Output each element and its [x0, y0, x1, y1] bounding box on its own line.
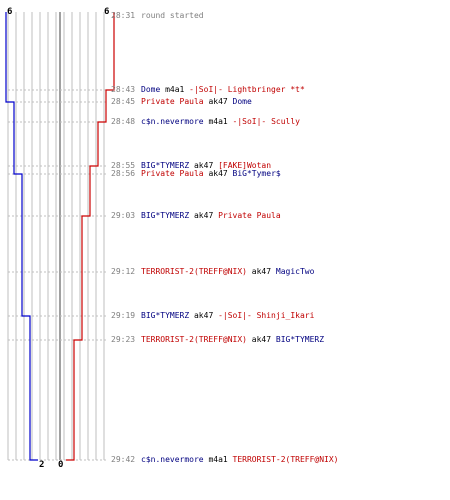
event-killer: Private Paula: [141, 97, 204, 106]
event-weapon: ak47: [189, 161, 219, 170]
event-victim: BIG*TYMERZ: [275, 335, 325, 344]
event-killer: Private Paula: [141, 169, 204, 178]
event-time: 28:56: [111, 169, 136, 178]
event-killer: BIG*TYMERZ: [141, 311, 190, 320]
event-killer: Dome: [141, 85, 161, 94]
event-victim: BiG*Tymer$: [232, 169, 281, 178]
event-victim: TERRORIST-2(TREFF@NIX): [232, 455, 339, 464]
event-row: round started: [141, 11, 204, 20]
event-time: 29:23: [111, 335, 136, 344]
event-row: c$n.nevermore m4a1 TERRORIST-2(TREFF@NIX…: [141, 455, 339, 464]
event-row: TERRORIST-2(TREFF@NIX) ak47 MagicTwo: [141, 267, 314, 276]
red-end-score: 0: [58, 460, 64, 470]
event-time: 28:48: [111, 117, 136, 126]
event-victim: -|SoI|- Scully: [232, 117, 300, 126]
event-killer: BIG*TYMERZ: [141, 211, 190, 220]
blue-end-score: 2: [39, 460, 45, 470]
red-start-score: 6: [104, 7, 110, 17]
event-row: BIG*TYMERZ ak47 -|SoI|- Shinji_Ikari: [141, 311, 314, 320]
event-time: 28:31: [111, 11, 136, 20]
event-killer: c$n.nevermore: [141, 117, 204, 126]
event-killer: BIG*TYMERZ: [141, 161, 190, 170]
event-killer: round started: [141, 11, 204, 20]
event-weapon: ak47: [246, 335, 276, 344]
event-row: BIG*TYMERZ ak47 [FAKE]Wotan: [141, 161, 271, 170]
series-line-blue: [5, 12, 38, 461]
series-line-red: [66, 12, 115, 461]
event-row: c$n.nevermore m4a1 -|SoI|- Scully: [141, 117, 300, 126]
blue-start-score: 6: [7, 7, 13, 17]
event-row: Dome m4a1 -|SoI|- Lightbringer *t*: [141, 85, 305, 94]
event-time: 29:19: [111, 311, 136, 320]
event-weapon: ak47: [203, 97, 233, 106]
event-time: 29:42: [111, 455, 136, 464]
event-time: 29:12: [111, 267, 136, 276]
event-weapon: ak47: [189, 211, 219, 220]
event-victim: MagicTwo: [275, 267, 315, 276]
event-killer: c$n.nevermore: [141, 455, 204, 464]
event-victim: Dome: [232, 97, 252, 106]
event-row: TERRORIST-2(TREFF@NIX) ak47 BIG*TYMERZ: [141, 335, 324, 344]
event-weapon: ak47: [246, 267, 276, 276]
event-row: BIG*TYMERZ ak47 Private Paula: [141, 211, 281, 220]
event-victim: -|SoI|- Lightbringer *t*: [189, 85, 305, 94]
event-killer: TERRORIST-2(TREFF@NIX): [141, 267, 247, 276]
event-weapon: m4a1: [203, 455, 233, 464]
event-time: 29:03: [111, 211, 136, 220]
event-weapon: ak47: [203, 169, 233, 178]
event-row: Private Paula ak47 BiG*Tymer$: [141, 169, 281, 178]
event-time: 28:45: [111, 97, 136, 106]
event-row: Private Paula ak47 Dome: [141, 97, 252, 106]
event-victim: [FAKE]Wotan: [218, 161, 272, 170]
event-weapon: ak47: [189, 311, 219, 320]
event-weapon: m4a1: [203, 117, 233, 126]
event-killer: TERRORIST-2(TREFF@NIX): [141, 335, 247, 344]
event-time: 28:43: [111, 85, 136, 94]
event-victim: Private Paula: [218, 211, 281, 220]
event-time: 28:55: [111, 161, 136, 170]
event-victim: -|SoI|- Shinji_Ikari: [218, 311, 315, 320]
event-weapon: m4a1: [160, 85, 190, 94]
